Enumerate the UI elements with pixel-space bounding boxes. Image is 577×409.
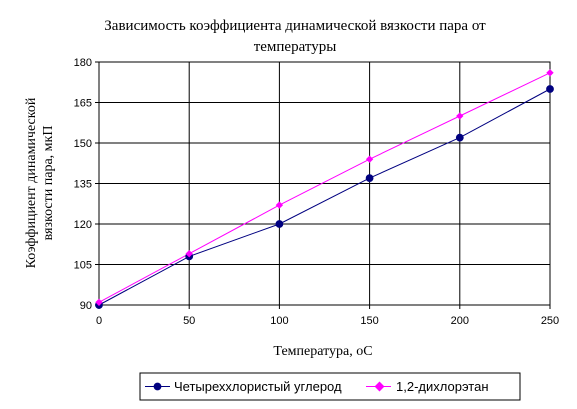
chart-title-line-2: температуры (254, 39, 337, 55)
y-tick-label: 105 (74, 260, 92, 272)
legend-marker-series-2 (374, 381, 385, 392)
data-point-series-2 (456, 112, 464, 120)
legend: Четыреххлористый углерод 1,2-дихлорэтан (139, 372, 521, 401)
x-tick-label: 100 (270, 315, 288, 327)
x-tick-label: 0 (96, 315, 102, 327)
y-tick-label: 150 (74, 138, 92, 150)
data-point-series-2 (185, 250, 193, 258)
series-line-2 (98, 72, 551, 303)
data-point-series-2 (275, 201, 284, 209)
data-point-series-1 (546, 85, 554, 93)
tick-marks (95, 61, 551, 309)
y-tick-label: 120 (74, 219, 92, 231)
legend-marker-series-1 (153, 382, 162, 391)
data-point-series-2 (365, 155, 374, 163)
x-axis-label: Температура, оС (273, 344, 372, 359)
y-axis-label: Коэффициент динамической вязкости пара, … (24, 97, 56, 268)
y-tick-label: 180 (74, 57, 92, 69)
data-point-series-1 (275, 220, 284, 228)
legend-box (139, 372, 521, 401)
series-line-1 (98, 88, 551, 306)
x-tick-labels: 0 50 100 150 200 250 (96, 315, 559, 327)
y-axis-label-line-1: Коэффициент динамической (24, 97, 39, 268)
y-tick-labels: 90 105 120 135 150 165 180 (74, 57, 92, 312)
y-tick-label: 165 (74, 98, 92, 110)
x-tick-label: 50 (183, 315, 195, 327)
chart-title-line-1: Зависимость коэффициента динамической вя… (104, 18, 486, 34)
x-tick-label: 150 (360, 315, 378, 327)
series-lines (98, 72, 551, 306)
y-axis-label-line-2: вязкости пара, мкП (41, 126, 56, 241)
y-tick-label: 135 (74, 179, 92, 191)
data-point-series-1 (365, 174, 374, 183)
grid (99, 62, 550, 305)
y-tick-label: 90 (80, 300, 92, 312)
data-point-series-1 (455, 133, 464, 142)
x-tick-label: 250 (541, 315, 559, 327)
legend-label-series-1: Четыреххлористый углерод (174, 379, 342, 394)
x-tick-label: 200 (451, 315, 469, 327)
series-markers (95, 69, 554, 309)
data-point-series-2 (546, 69, 554, 77)
legend-label-series-2: 1,2-дихлорэтан (396, 379, 489, 394)
